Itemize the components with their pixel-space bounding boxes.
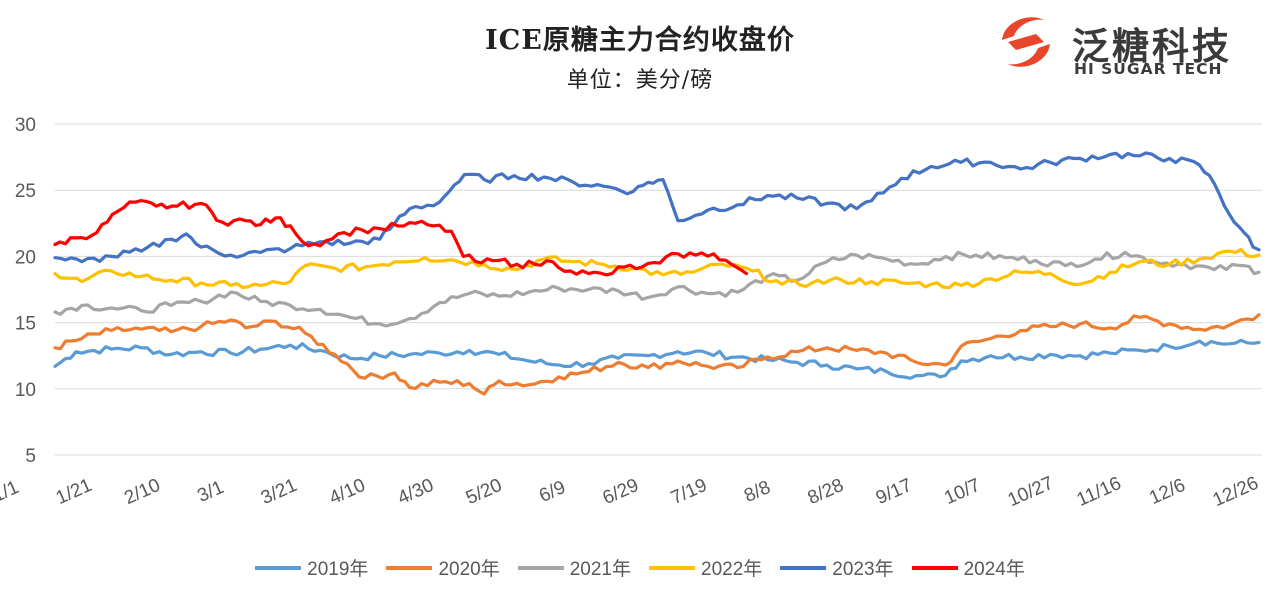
legend-item: 2021年 <box>517 554 631 581</box>
x-tick-label: 1/21 <box>53 475 95 509</box>
x-tick-label: 8/28 <box>805 475 847 509</box>
legend-label: 2022年 <box>701 559 763 580</box>
x-tick-label: 8/8 <box>741 477 774 507</box>
chart-title: ICE原糖主力合约收盘价 <box>485 25 795 56</box>
x-tick-label: 5/20 <box>463 475 505 509</box>
x-tick-label: 6/9 <box>536 477 569 507</box>
series-line <box>53 151 1261 264</box>
x-tick-label: 2/10 <box>121 475 163 509</box>
gridlines <box>55 123 1262 456</box>
legend-swatch <box>517 565 564 570</box>
series-line <box>53 199 749 277</box>
x-tick-label: 11/16 <box>1074 473 1125 511</box>
chart-subtitle: 单位：美分/磅 <box>566 68 714 93</box>
legend-swatch <box>911 565 958 570</box>
x-tick-label: 9/17 <box>873 475 915 509</box>
x-tick-label: 12/26 <box>1210 473 1262 512</box>
y-tick-label: 20 <box>15 247 36 268</box>
x-tick-label: 3/1 <box>194 477 227 507</box>
logo-mark-icon <box>1002 17 1050 67</box>
legend-swatch <box>649 565 695 570</box>
legend-swatch <box>255 565 302 570</box>
legend-label: 2019年 <box>307 559 369 580</box>
x-tick-label: 6/29 <box>600 475 642 509</box>
y-tick-label: 25 <box>15 181 36 202</box>
series-line <box>53 338 1261 380</box>
y-tick-label: 10 <box>15 380 36 401</box>
y-axis-ticks: 5 10 15 20 25 30 <box>15 115 36 467</box>
x-axis-ticks: 1/1 1/21 2/10 3/1 3/21 4/10 4/30 5/20 6/9 6/29 7/1… <box>0 473 1262 512</box>
y-tick-label: 30 <box>15 115 36 136</box>
logo-name-en: HI SUGAR TECH <box>1074 60 1223 78</box>
series-line <box>53 313 1261 396</box>
logo-name-cn: 泛糖科技 <box>1072 25 1232 68</box>
legend-label: 2021年 <box>569 559 631 580</box>
x-tick-label: 7/19 <box>668 475 710 509</box>
brand-logo: 泛糖科技 HI SUGAR TECH <box>994 10 1264 82</box>
x-tick-label: 1/1 <box>0 477 22 507</box>
legend-item: 2024年 <box>911 554 1025 581</box>
chart-legend: 2019年 2020年 2021年 2022年 2023年 2024年 <box>0 554 1280 581</box>
line-chart: 5 10 15 20 25 30 1/1 1/21 2/10 3/1 3/21 4/10 4/30 5/… <box>0 115 1262 512</box>
series-lines <box>53 151 1261 396</box>
legend-label: 2020年 <box>438 559 500 580</box>
y-tick-label: 15 <box>15 314 36 335</box>
legend-swatch <box>780 565 827 570</box>
x-tick-label: 4/30 <box>395 475 437 509</box>
series-line <box>53 250 1261 328</box>
legend-item: 2020年 <box>386 554 500 581</box>
legend-swatch <box>386 565 433 570</box>
legend-item: 2022年 <box>649 554 762 581</box>
series-line <box>53 248 1261 290</box>
legend-item: 2019年 <box>255 554 368 581</box>
x-tick-label: 12/6 <box>1146 475 1188 509</box>
legend-label: 2023年 <box>832 559 894 580</box>
legend-item: 2023年 <box>780 554 894 581</box>
y-tick-label: 5 <box>25 446 36 467</box>
x-tick-label: 10/7 <box>941 475 983 509</box>
x-tick-label: 10/27 <box>1005 473 1057 512</box>
x-tick-label: 4/10 <box>326 475 368 509</box>
x-tick-label: 3/21 <box>258 475 300 509</box>
legend-label: 2024年 <box>963 559 1025 580</box>
